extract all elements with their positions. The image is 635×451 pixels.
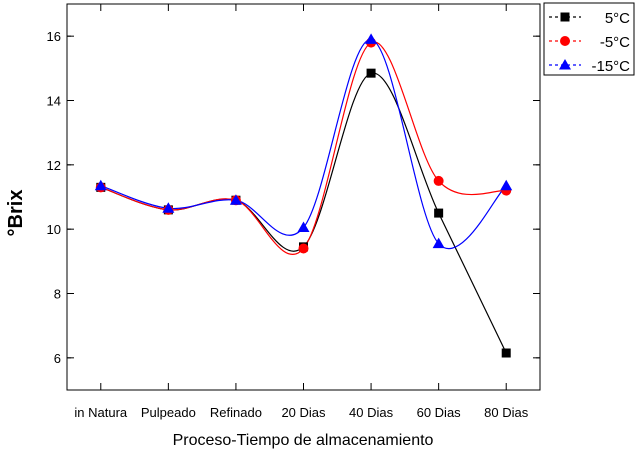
series-1-point	[501, 348, 511, 358]
series-curve-1	[100, 72, 507, 354]
y-tick-label: 6	[54, 351, 61, 366]
series-curve-3	[100, 38, 507, 250]
legend-marker	[560, 36, 570, 46]
x-tick-label: Pulpeado	[141, 405, 196, 420]
series-1-point	[434, 208, 444, 218]
x-axis-title: Proceso-Tiempo de almacenamiento	[173, 432, 434, 449]
series-1-point	[366, 68, 376, 78]
legend-label: -15°C	[591, 58, 630, 75]
legend-marker	[559, 59, 571, 70]
x-tick-label: Refinado	[210, 405, 262, 420]
x-tick-label: 40 Dias	[349, 405, 394, 420]
series-3-point	[432, 237, 445, 249]
y-tick-label: 10	[47, 222, 61, 237]
series-3-point	[229, 194, 242, 205]
x-tick-label: 60 Dias	[417, 405, 462, 420]
y-axis-title: °Brix	[5, 190, 27, 237]
legend-box	[543, 2, 635, 76]
series-3-point	[297, 221, 310, 233]
series-3-point	[162, 202, 175, 213]
x-tick-label: 20 Dias	[281, 405, 326, 420]
y-tick-label: 14	[47, 94, 61, 109]
series-3-point	[94, 179, 107, 191]
series-markers	[94, 33, 513, 358]
series-3-point	[365, 33, 378, 44]
x-tick-label: 80 Dias	[484, 405, 529, 420]
x-tick-label: in Natura	[74, 405, 128, 420]
legend: 5°C -5°C -15°C	[543, 2, 635, 76]
series-curves	[100, 38, 507, 354]
series-curve-2	[100, 41, 507, 256]
legend-marker	[560, 12, 570, 22]
y-tick-label: 8	[54, 287, 61, 302]
axis-ticks: 6 8 10 12 14 16 in Natura Pulpeado Refinado 20 Di…	[47, 4, 540, 420]
plot-frame	[66, 3, 541, 391]
legend-label: -5°C	[600, 34, 630, 51]
series-2-point	[433, 175, 444, 186]
y-tick-label: 12	[47, 158, 61, 173]
y-tick-label: 16	[47, 29, 61, 44]
series-2-point	[298, 243, 309, 254]
series-3-point	[500, 179, 513, 191]
legend-label: 5°C	[605, 10, 630, 27]
